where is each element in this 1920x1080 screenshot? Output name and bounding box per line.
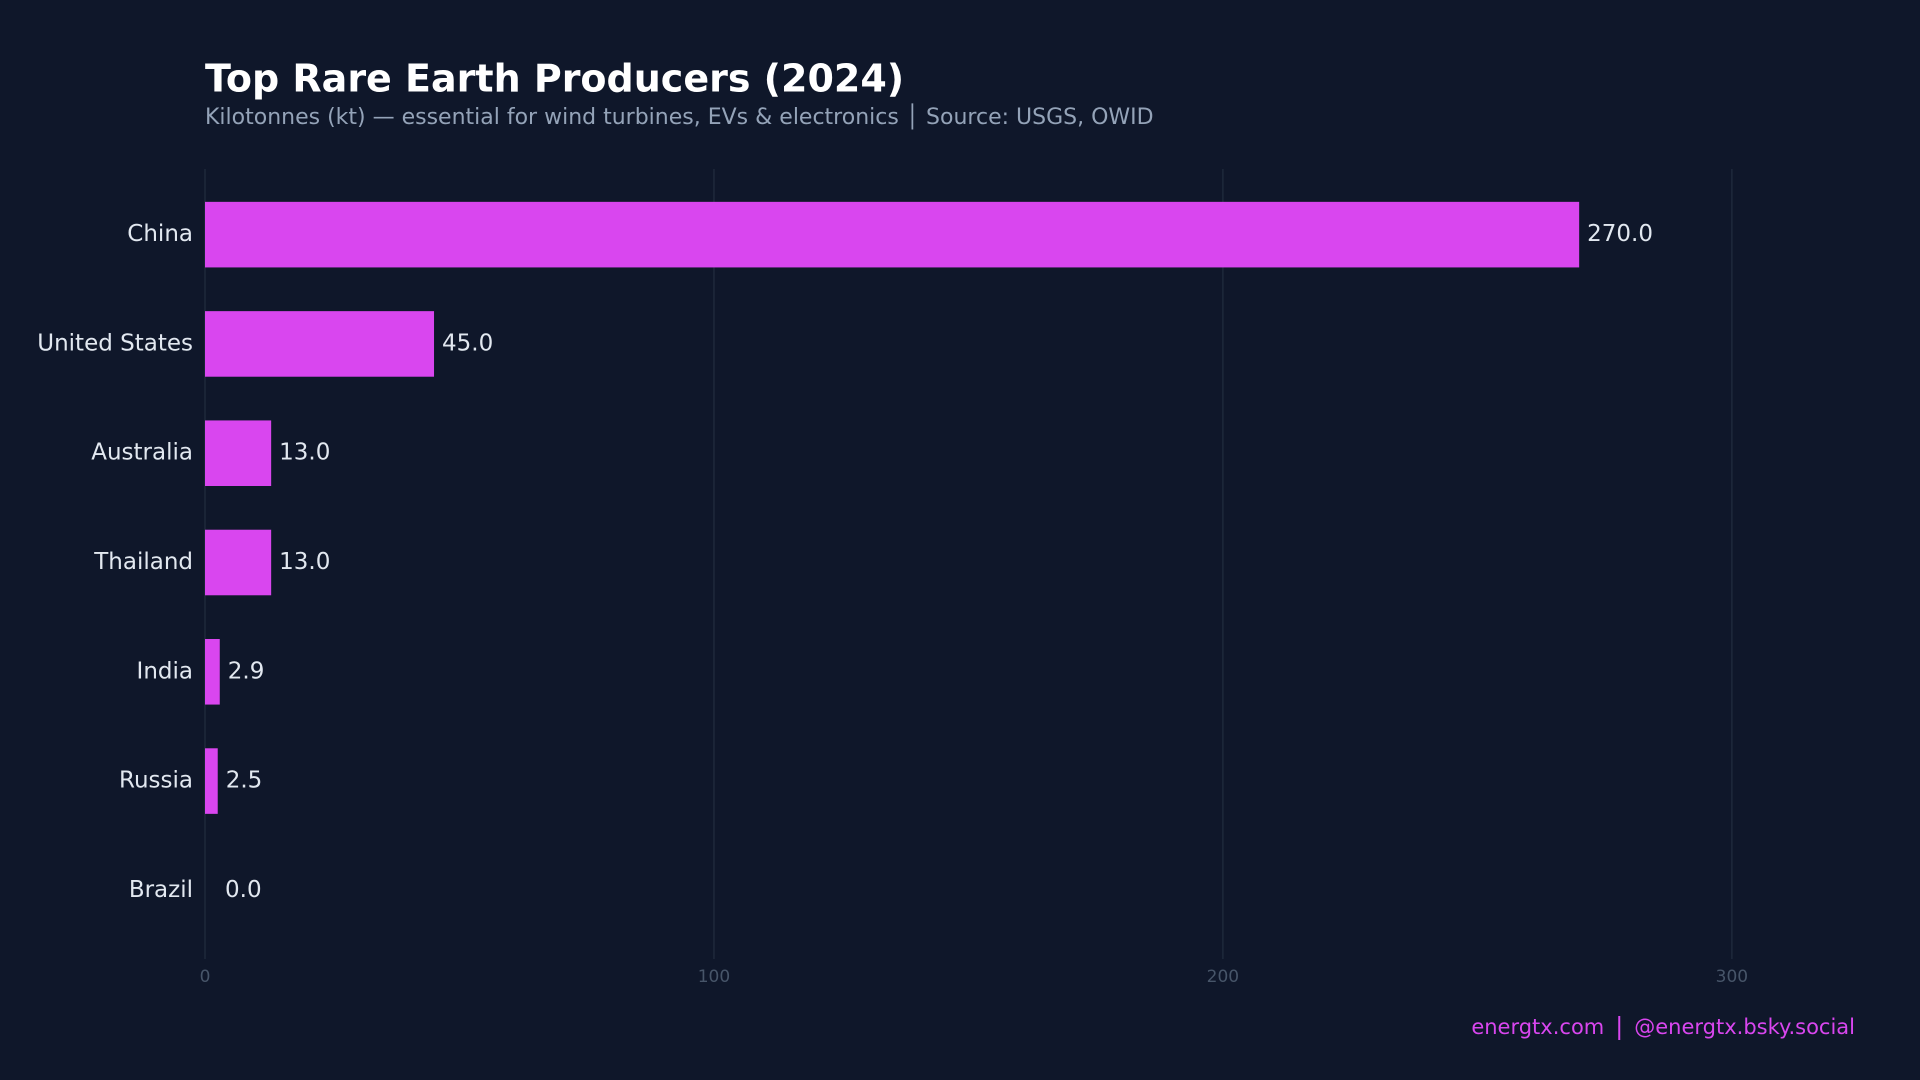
chart-subtitle: Kilotonnes (kt) — essential for wind tur… — [205, 103, 1154, 130]
footer-site: energtx.com — [1471, 1015, 1604, 1039]
x-tick-label: 0 — [200, 967, 211, 987]
value-label: 270.0 — [1587, 221, 1653, 247]
bar — [205, 201, 1580, 268]
value-label: 2.5 — [226, 768, 263, 794]
y-tick-label: Russia — [119, 768, 193, 794]
x-tick-label: 100 — [698, 967, 730, 987]
value-label: 13.0 — [279, 549, 330, 575]
value-label: 0.0 — [225, 877, 262, 903]
value-label: 13.0 — [279, 440, 330, 466]
value-label: 45.0 — [442, 330, 493, 356]
x-tick-label: 200 — [1207, 967, 1239, 987]
bar — [205, 311, 435, 377]
bar — [205, 529, 272, 596]
y-tick-label: Australia — [91, 440, 193, 466]
y-tick-label: Thailand — [93, 549, 193, 575]
y-tick-label: China — [127, 221, 193, 247]
bar — [205, 639, 220, 705]
y-tick-label: United States — [37, 330, 193, 356]
footer-handle: @energtx.bsky.social — [1634, 1015, 1855, 1039]
chart-title: Top Rare Earth Producers (2024) — [205, 57, 904, 101]
bar — [205, 420, 272, 486]
y-tick-label: Brazil — [129, 877, 193, 903]
bar — [205, 748, 218, 814]
x-tick-label: 300 — [1716, 967, 1748, 987]
value-label: 2.9 — [228, 658, 265, 684]
y-tick-label: India — [137, 658, 193, 684]
